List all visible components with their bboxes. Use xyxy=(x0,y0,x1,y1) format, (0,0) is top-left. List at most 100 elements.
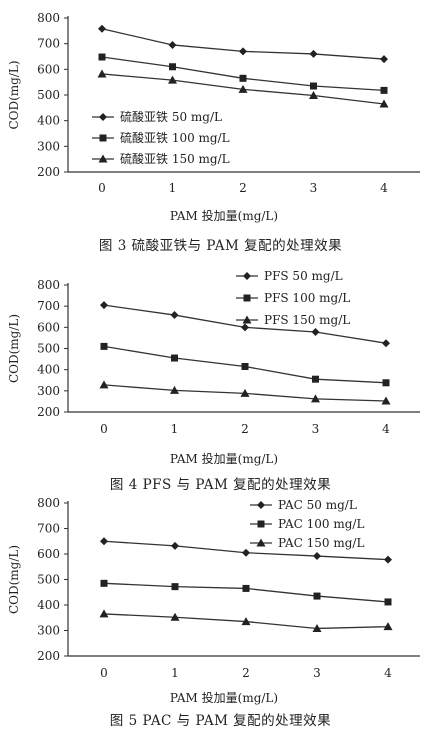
x-tick-label: 0 xyxy=(100,422,108,436)
data-point xyxy=(380,55,388,64)
legend-label: 硫酸亚铁 150 mg/L xyxy=(120,151,230,166)
y-tick-label: 500 xyxy=(37,342,60,356)
data-point xyxy=(311,394,320,403)
legend-label: PAC 100 mg/L xyxy=(278,517,364,531)
data-point xyxy=(309,49,318,58)
data-point xyxy=(99,380,109,389)
y-tick-label: 700 xyxy=(37,299,60,313)
legend-label: PAC 150 mg/L xyxy=(278,536,364,550)
data-point xyxy=(97,69,107,78)
y-tick-label: 500 xyxy=(37,573,60,587)
y-tick-label: 400 xyxy=(37,114,60,128)
data-point xyxy=(382,379,390,387)
data-point xyxy=(100,537,108,546)
data-point xyxy=(312,375,319,383)
y-tick-label: 600 xyxy=(37,62,60,76)
figure-4-caption: 图 4 PFS 与 PAM 复配的处理效果 xyxy=(109,477,332,493)
data-point xyxy=(242,548,250,557)
figure-3: 200 300 400 500 600 700 800 0 1 2 3 4 PAM 投加量(mg/L) C… xyxy=(0,0,441,250)
legend-label: 硫酸亚铁 100 mg/L xyxy=(120,130,230,145)
legend-marker xyxy=(242,315,252,324)
data-point xyxy=(98,53,106,61)
data-point xyxy=(241,323,249,332)
y-tick-label: 800 xyxy=(37,278,60,292)
data-point xyxy=(171,354,178,362)
legend-label: 硫酸亚铁 50 mg/L xyxy=(120,109,222,124)
y-tick-label: 200 xyxy=(37,649,60,663)
data-point xyxy=(380,86,388,94)
x-tick-label: 4 xyxy=(384,666,392,680)
x-axis-label: PAM 投加量(mg/L) xyxy=(170,451,278,466)
figure-5-caption: 图 5 PAC 与 PAM 复配的处理效果 xyxy=(109,713,332,729)
data-point xyxy=(170,612,180,621)
data-point xyxy=(241,362,249,370)
x-tick-label: 3 xyxy=(312,422,320,436)
data-point xyxy=(383,622,393,631)
x-tick-label: 0 xyxy=(98,181,106,195)
data-point xyxy=(99,609,109,618)
data-point xyxy=(238,84,248,93)
y-axis-label: COD(mg/L) xyxy=(7,60,21,129)
data-point xyxy=(100,342,108,350)
chart-figure-3: 200 300 400 500 600 700 800 0 1 2 3 4 PAM 投加量(mg/L) C… xyxy=(7,11,420,223)
y-tick-label: 200 xyxy=(37,405,60,419)
legend-marker xyxy=(257,520,265,528)
figure-4: 200 300 400 500 600 700 800 0 1 2 3 4 PAM 投加量(mg/L) C… xyxy=(0,270,441,470)
y-tick-label: 800 xyxy=(37,11,60,25)
y-tick-label: 600 xyxy=(37,320,60,334)
data-point xyxy=(98,24,106,33)
x-axis-label: PAM 投加量(mg/L) xyxy=(170,208,278,223)
legend-marker xyxy=(98,154,108,163)
y-tick-label: 300 xyxy=(37,139,60,153)
figure-3-caption: 图 3 硫酸亚铁与 PAM 复配的处理效果 xyxy=(98,238,343,254)
data-point xyxy=(170,311,179,320)
x-tick-label: 4 xyxy=(380,181,388,195)
y-axis-label: COD(mg/L) xyxy=(7,545,21,614)
legend-marker xyxy=(243,272,251,280)
data-point xyxy=(170,385,179,394)
chart-figure-4: 200 300 400 500 600 700 800 0 1 2 3 4 PAM 投加量(mg/L) C… xyxy=(7,270,420,466)
data-point xyxy=(384,598,392,606)
data-point xyxy=(312,623,322,632)
data-point xyxy=(239,47,247,56)
data-point xyxy=(100,579,108,587)
x-tick-label: 1 xyxy=(171,422,179,436)
data-point xyxy=(169,63,176,71)
x-tick-label: 2 xyxy=(241,422,249,436)
legend-marker xyxy=(243,294,251,302)
data-point xyxy=(379,99,389,108)
legend-marker xyxy=(99,134,107,142)
x-tick-label: 2 xyxy=(242,666,250,680)
data-point xyxy=(241,617,251,626)
x-tick-label: 3 xyxy=(310,181,318,195)
legend-marker xyxy=(257,501,265,509)
legend-marker xyxy=(256,538,266,547)
x-tick-label: 0 xyxy=(100,666,108,680)
legend-label: PFS 150 mg/L xyxy=(264,313,350,327)
x-tick-label: 3 xyxy=(313,666,321,680)
y-tick-label: 600 xyxy=(37,547,60,561)
legend-label: PAC 50 mg/L xyxy=(278,498,357,512)
legend-label: PFS 100 mg/L xyxy=(264,291,350,305)
y-tick-label: 300 xyxy=(37,624,60,638)
figure-5: 200 300 400 500 600 700 800 0 1 2 3 4 PAM 投加量(mg/L) C… xyxy=(0,495,441,705)
data-point xyxy=(309,91,318,100)
data-point xyxy=(240,388,250,397)
data-point xyxy=(242,584,250,592)
y-tick-label: 800 xyxy=(37,496,60,510)
data-point xyxy=(310,82,317,90)
x-tick-label: 2 xyxy=(239,181,247,195)
data-point xyxy=(239,74,247,82)
chart-figure-5: 200 300 400 500 600 700 800 0 1 2 3 4 PAM 投加量(mg/L) C… xyxy=(7,496,420,705)
legend-marker xyxy=(99,113,107,121)
data-point xyxy=(168,40,177,49)
y-tick-label: 400 xyxy=(37,598,60,612)
data-point xyxy=(311,327,320,336)
data-point xyxy=(382,339,390,348)
y-tick-label: 700 xyxy=(37,522,60,536)
x-axis-label: PAM 投加量(mg/L) xyxy=(170,690,278,705)
data-point xyxy=(171,541,179,550)
y-tick-label: 200 xyxy=(37,165,60,179)
data-point xyxy=(313,592,321,600)
y-tick-label: 400 xyxy=(37,363,60,377)
